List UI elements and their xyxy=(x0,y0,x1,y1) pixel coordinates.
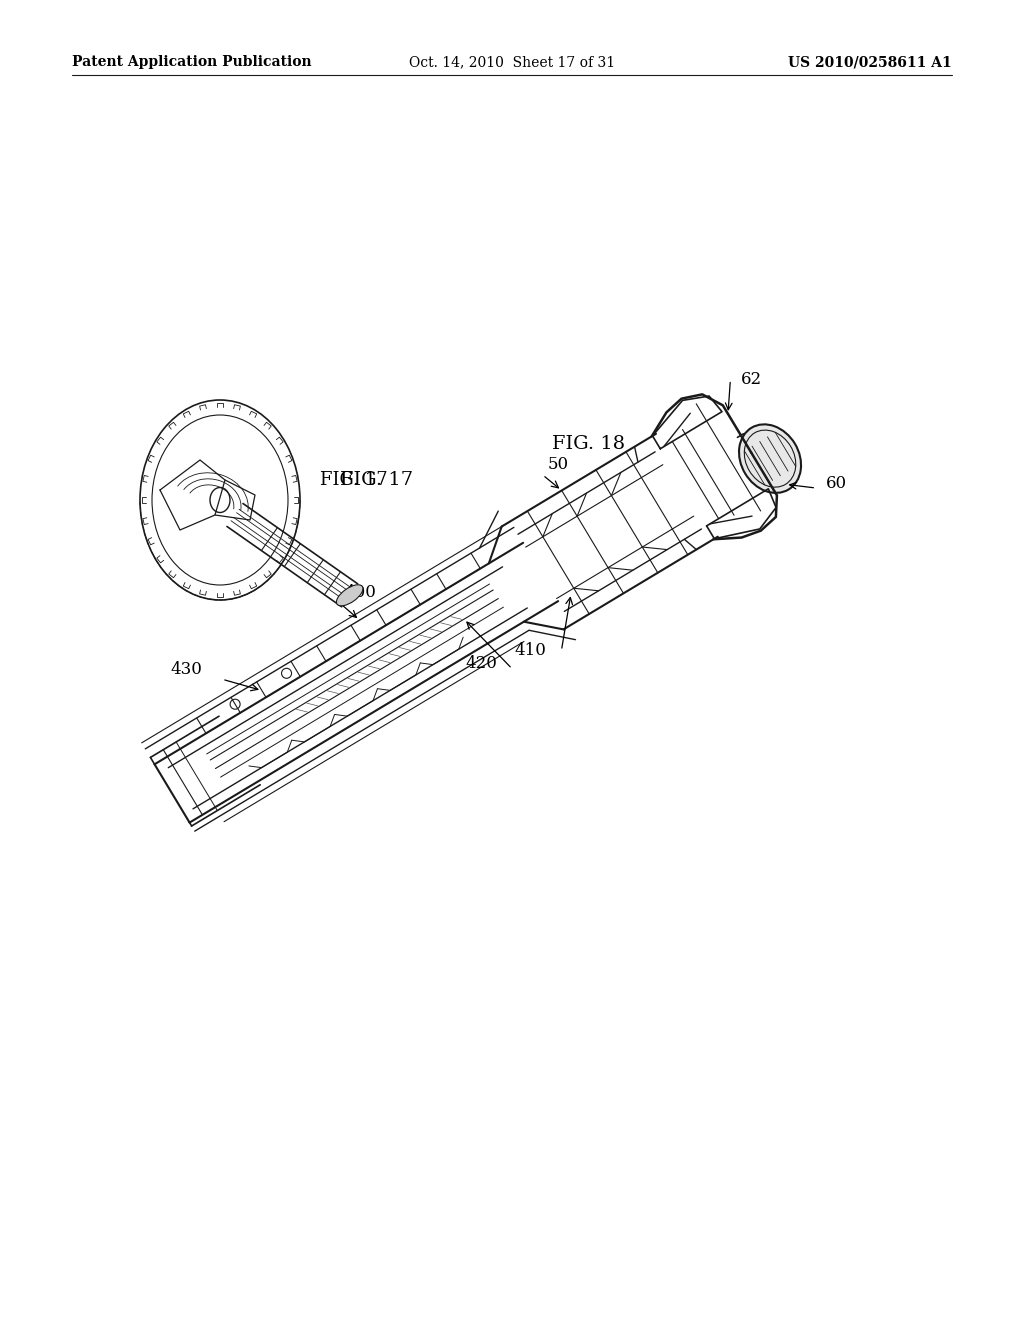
Text: FIG. 17: FIG. 17 xyxy=(340,471,413,488)
Text: Oct. 14, 2010  Sheet 17 of 31: Oct. 14, 2010 Sheet 17 of 31 xyxy=(409,55,615,69)
Text: 62: 62 xyxy=(740,371,762,388)
Text: 400: 400 xyxy=(344,585,377,602)
Text: 50: 50 xyxy=(548,457,568,474)
Text: 420: 420 xyxy=(465,655,498,672)
Text: FIG. 17: FIG. 17 xyxy=(319,471,388,488)
Text: 60: 60 xyxy=(826,475,847,491)
Text: Patent Application Publication: Patent Application Publication xyxy=(72,55,311,69)
Text: FIG. 18: FIG. 18 xyxy=(552,436,626,453)
Ellipse shape xyxy=(739,424,801,492)
Text: US 2010/0258611 A1: US 2010/0258611 A1 xyxy=(788,55,952,69)
Text: 430: 430 xyxy=(170,661,202,677)
Ellipse shape xyxy=(337,585,362,606)
Text: 410: 410 xyxy=(514,643,547,659)
